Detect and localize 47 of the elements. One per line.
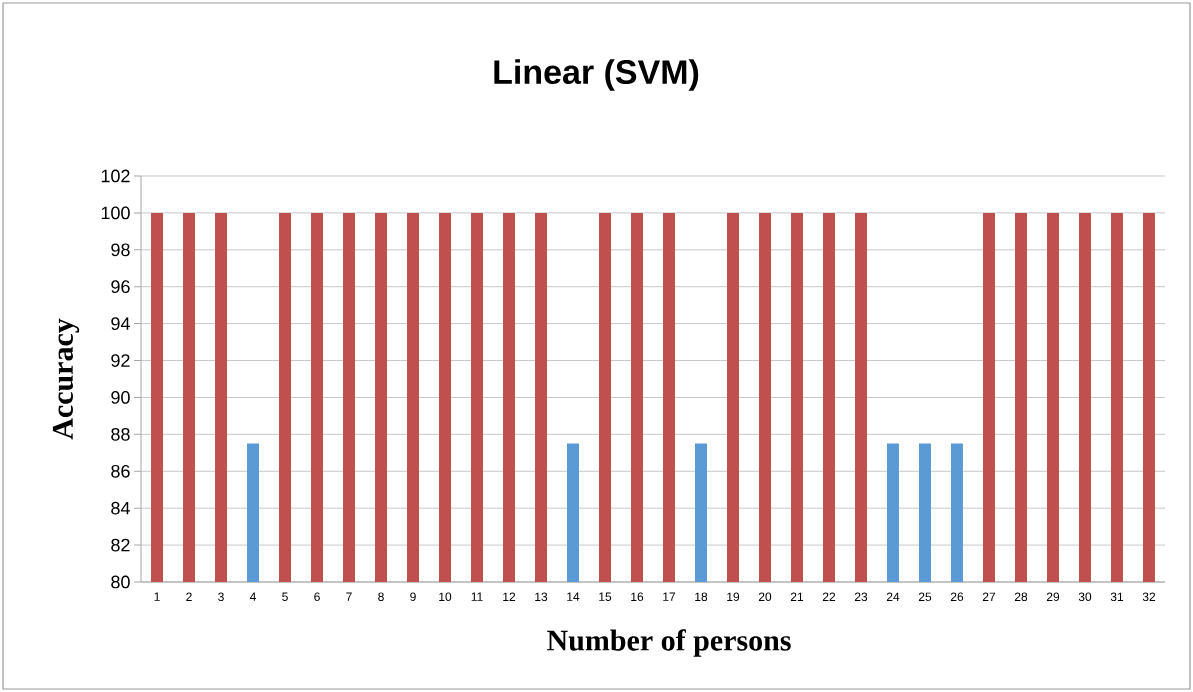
y-tick-label: 96 xyxy=(111,280,130,294)
x-tick-label: 25 xyxy=(918,592,932,602)
x-tick-label: 17 xyxy=(663,592,676,601)
x-tick-label: 18 xyxy=(695,592,708,602)
x-tick-label: 5 xyxy=(282,592,288,601)
x-tick-label: 11 xyxy=(471,592,483,601)
x-tick-label: 7 xyxy=(346,592,352,601)
y-tick-label: 94 xyxy=(111,317,130,330)
x-tick-label: 16 xyxy=(631,592,644,602)
x-tick-label: 2 xyxy=(186,592,192,601)
x-tick-label: 29 xyxy=(1046,592,1060,602)
x-tick-label: 24 xyxy=(886,592,900,601)
x-tick-label: 31 xyxy=(1110,592,1124,602)
x-tick-label: 32 xyxy=(1142,592,1156,602)
y-tick-label: 84 xyxy=(111,501,130,515)
x-tick-label: 15 xyxy=(599,592,612,601)
y-tick-label: 82 xyxy=(111,538,130,552)
y-tick-label: 92 xyxy=(111,354,130,367)
x-tick-label: 3 xyxy=(218,592,224,602)
y-tick-label: 100 xyxy=(101,206,130,220)
x-tick-label: 23 xyxy=(854,592,868,602)
x-tick-label: 1 xyxy=(154,592,160,601)
x-tick-label: 28 xyxy=(1014,592,1028,602)
x-tick-label: 6 xyxy=(314,592,320,602)
x-tick-label: 9 xyxy=(410,592,416,602)
x-tick-label: 26 xyxy=(950,592,964,602)
x-tick-label: 12 xyxy=(503,592,516,601)
y-tick-label: 88 xyxy=(111,427,130,441)
x-axis-title: Number of persons xyxy=(547,629,791,657)
y-axis-title: Accuracy xyxy=(52,318,80,440)
y-tick-label: 80 xyxy=(111,575,130,589)
x-tick-label: 30 xyxy=(1078,592,1092,602)
x-tick-label: 22 xyxy=(822,592,836,601)
y-tick-label: 102 xyxy=(101,169,130,183)
x-tick-label: 21 xyxy=(790,592,804,601)
x-tick-label: 19 xyxy=(727,592,740,602)
x-tick-label: 8 xyxy=(378,592,384,602)
x-tick-label: 20 xyxy=(758,592,772,602)
y-tick-label: 86 xyxy=(111,464,130,478)
x-tick-label: 13 xyxy=(535,592,548,602)
x-tick-label: 27 xyxy=(982,592,996,601)
x-tick-label: 14 xyxy=(567,592,580,601)
y-tick-label: 98 xyxy=(111,243,130,257)
chart-title: Linear (SVM) xyxy=(494,59,699,91)
x-tick-label: 4 xyxy=(249,592,256,601)
y-tick-label: 90 xyxy=(111,391,130,404)
x-tick-label: 10 xyxy=(439,592,452,602)
